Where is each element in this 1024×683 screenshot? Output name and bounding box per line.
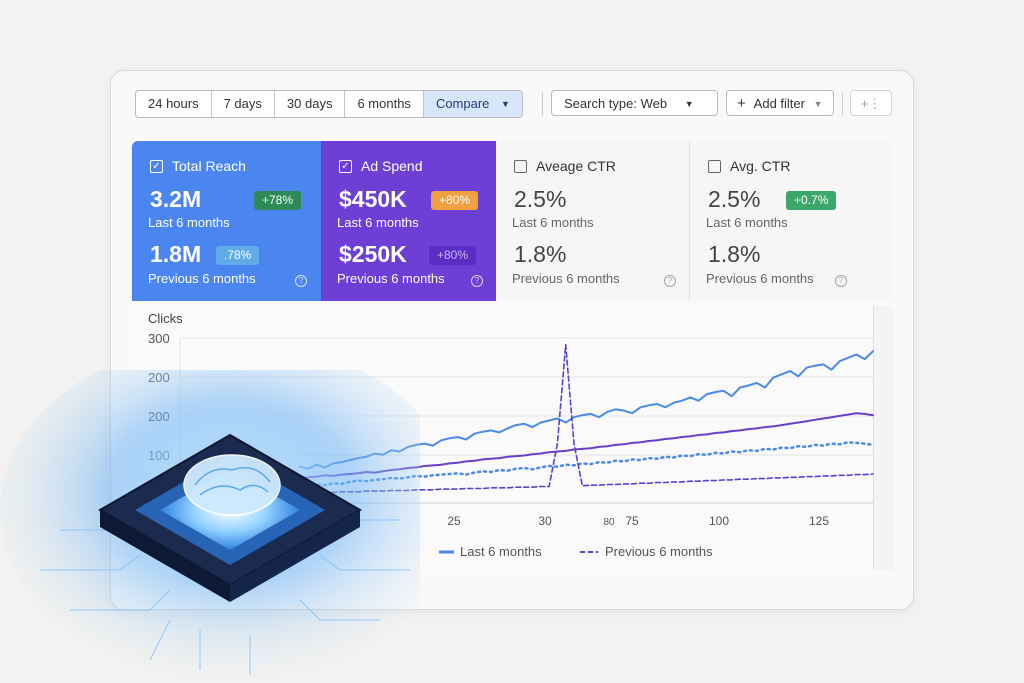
card-average-ctr[interactable]: Aveage CTR 2.5% Last 6 months 1.8% Previ… — [496, 141, 690, 301]
change-badge: +0.7% — [786, 191, 837, 210]
card-value: 2.5% — [708, 186, 761, 212]
range-30-days[interactable]: 30 days — [275, 91, 346, 117]
card-period: Last 6 months — [337, 215, 419, 230]
card-prev-value: $250K — [339, 241, 407, 267]
scrollbar[interactable] — [873, 306, 893, 570]
card-prev-period: Previous 6 months — [512, 271, 620, 286]
card-ad-spend[interactable]: ✓ Ad Spend $450K +80% Last 6 months $250… — [321, 141, 496, 301]
x-tick-label: 30 — [538, 514, 552, 528]
compare-button[interactable]: Compare ▼ — [423, 91, 522, 117]
card-label: Avg. CTR — [730, 158, 791, 174]
plus-more-icon: +⋮ — [860, 96, 882, 111]
range-7-days[interactable]: 7 days — [212, 91, 275, 117]
chevron-down-icon: ▼ — [813, 99, 823, 109]
change-badge: +78% — [254, 191, 302, 210]
help-icon[interactable]: ? — [471, 275, 483, 287]
range-24-hours[interactable]: 24 hours — [136, 91, 212, 117]
chevron-down-icon: ▼ — [684, 99, 694, 109]
x-tick-label: 75 — [625, 514, 639, 528]
toolbar-divider — [842, 92, 843, 116]
x-tick-label: 80 — [603, 517, 615, 528]
range-6-months[interactable]: 6 months — [345, 91, 424, 117]
x-tick-label: 100 — [709, 514, 729, 528]
card-total-reach[interactable]: ✓ Total Reach 3.2M +78% Last 6 months 1.… — [132, 141, 321, 301]
change-badge: +80% — [431, 191, 479, 210]
prev-change-badge: +80% — [429, 246, 477, 265]
x-tick-label: 125 — [809, 514, 829, 528]
card-label: Aveage CTR — [536, 158, 616, 174]
card-prev-period: Previous 6 months — [148, 271, 256, 286]
add-filter-label: Add filter — [753, 96, 805, 111]
prev-change-badge: .78% — [216, 246, 260, 265]
checkbox-checked-icon[interactable]: ✓ — [150, 160, 163, 173]
checkbox-unchecked-icon[interactable] — [514, 160, 527, 173]
plus-icon: + — [737, 95, 746, 112]
card-prev-value: 1.8M — [150, 241, 202, 267]
checkbox-unchecked-icon[interactable] — [708, 160, 721, 173]
card-prev-period: Previous 6 months — [706, 271, 814, 286]
card-prev-period: Previous 6 months — [337, 271, 445, 286]
card-label: Total Reach — [172, 158, 246, 174]
card-value: $450K — [339, 186, 407, 212]
help-icon[interactable]: ? — [295, 275, 307, 287]
help-icon[interactable]: ? — [835, 275, 847, 287]
search-type-label: Search type: Web — [564, 96, 668, 111]
compare-label: Compare — [435, 96, 490, 111]
card-value: 2.5% — [514, 186, 567, 212]
card-period: Last 6 months — [148, 215, 230, 230]
y-tick-label: 300 — [148, 331, 170, 346]
ai-chip-illustration — [0, 370, 420, 680]
checkbox-checked-icon[interactable]: ✓ — [339, 160, 352, 173]
card-label: Ad Spend — [361, 158, 423, 174]
search-type-dropdown[interactable]: Search type: Web ▼ — [551, 90, 718, 116]
y-axis-label: Clicks — [148, 311, 183, 326]
x-tick-label: 25 — [447, 514, 461, 528]
card-prev-value: 1.8% — [708, 241, 761, 267]
chevron-down-icon: ▼ — [501, 99, 510, 109]
card-period: Last 6 months — [512, 215, 594, 230]
card-prev-value: 1.8% — [514, 241, 567, 267]
legend-label-last: Last 6 months — [460, 544, 542, 559]
time-range-selector: 24 hours 7 days 30 days 6 months Compare… — [135, 90, 523, 118]
add-filter-button[interactable]: + Add filter ▼ — [726, 90, 834, 116]
help-icon[interactable]: ? — [664, 275, 676, 287]
card-avg-ctr[interactable]: Avg. CTR 2.5% +0.7% Last 6 months 1.8% P… — [690, 141, 892, 301]
toolbar-divider — [542, 92, 543, 116]
card-value: 3.2M — [150, 186, 202, 212]
more-options-button[interactable]: +⋮ — [850, 90, 892, 116]
legend-label-previous: Previous 6 months — [605, 544, 713, 559]
metric-cards: ✓ Total Reach 3.2M +78% Last 6 months 1.… — [132, 141, 892, 301]
card-period: Last 6 months — [706, 215, 788, 230]
